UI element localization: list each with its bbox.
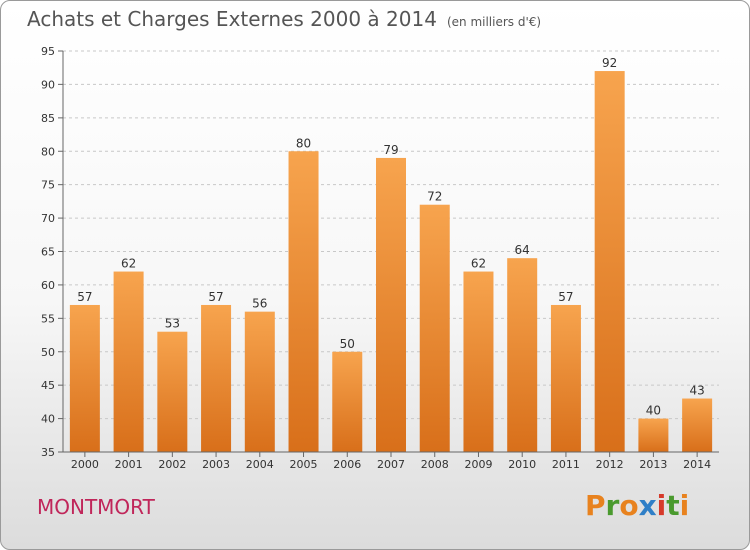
x-tick-label: 2000	[71, 458, 99, 471]
x-tick-label: 2014	[683, 458, 711, 471]
logo-letter: P	[585, 489, 606, 522]
bar-value-label: 57	[558, 290, 573, 304]
bar-2012	[594, 71, 625, 453]
bar-value-label: 64	[515, 243, 530, 257]
proxiti-logo: Proxiti	[585, 489, 689, 522]
bar-value-label: 72	[427, 190, 442, 204]
bar-2004	[244, 311, 275, 452]
bar-2006	[332, 351, 363, 452]
y-axis: 35 40 45 50 55 60 65 70 75 80 85 90 95	[41, 45, 64, 459]
bar-value-label: 62	[471, 257, 486, 271]
bar-value-label: 80	[296, 136, 311, 150]
logo-letter: i	[656, 489, 667, 522]
y-tick-label: 85	[41, 112, 55, 125]
y-tick-label: 60	[41, 279, 55, 292]
bar-value-label: 57	[208, 290, 223, 304]
bar-value-label: 57	[77, 290, 92, 304]
y-tick-label: 90	[41, 78, 55, 91]
bar-value-label: 79	[383, 143, 398, 157]
x-axis: 2000 2001 2002 2003 2004 2005 2006 2007 2008 2009…	[63, 451, 719, 471]
y-tick-label: 35	[41, 446, 55, 459]
bar-2007	[376, 157, 406, 452]
bar-value-label: 62	[121, 257, 136, 271]
commune-name: MONTMORT	[37, 495, 155, 519]
chart-title-text: Achats et Charges Externes 2000 à 2014	[27, 7, 437, 31]
bar-2014	[682, 398, 713, 452]
y-tick-label: 70	[41, 212, 55, 225]
y-tick-label: 40	[41, 413, 55, 426]
bar-2005	[288, 151, 319, 452]
logo-letter: i	[679, 489, 690, 522]
bar-2001	[113, 271, 144, 452]
y-tick-label: 95	[41, 45, 55, 58]
x-tick-label: 2010	[508, 458, 536, 471]
bar-2011	[550, 304, 581, 452]
bar-2000	[69, 304, 100, 452]
bar-value-label: 40	[646, 404, 661, 418]
x-tick-label: 2005	[290, 458, 318, 471]
bar-2003	[201, 304, 232, 452]
logo-letter: t	[666, 489, 680, 522]
logo-letter: x	[638, 489, 657, 522]
x-tick-label: 2001	[115, 458, 143, 471]
bars: 57 62 53 57 56 80 50 79 72 62 64 57 92 40 43	[69, 56, 713, 453]
x-tick-label: 2003	[202, 458, 230, 471]
y-tick-label: 65	[41, 246, 55, 259]
chart-unit: (en milliers d'€)	[446, 15, 542, 29]
x-tick-label: 2002	[158, 458, 186, 471]
bar-value-label: 53	[165, 317, 180, 331]
x-tick-label: 2011	[552, 458, 580, 471]
x-tick-label: 2009	[464, 458, 492, 471]
bar-value-label: 92	[602, 56, 617, 70]
x-tick-label: 2004	[246, 458, 274, 471]
y-tick-label: 75	[41, 179, 55, 192]
x-tick-label: 2008	[421, 458, 449, 471]
bar-2009	[463, 271, 494, 452]
bar-value-label: 43	[689, 384, 704, 398]
y-tick-label: 55	[41, 312, 55, 325]
bar-2013	[638, 418, 669, 452]
bar-2008	[419, 204, 450, 452]
logo-letter: o	[619, 489, 639, 522]
x-tick-label: 2013	[639, 458, 667, 471]
bar-value-label: 56	[252, 297, 267, 311]
y-tick-label: 45	[41, 379, 55, 392]
logo-letter: r	[605, 489, 620, 522]
bar-2010	[507, 258, 538, 452]
y-tick-label: 50	[41, 346, 55, 359]
x-tick-label: 2012	[596, 458, 624, 471]
bar-value-label: 50	[340, 337, 355, 351]
y-tick-label: 80	[41, 145, 55, 158]
bar-2002	[157, 331, 188, 452]
x-tick-label: 2006	[333, 458, 361, 471]
chart-title: Achats et Charges Externes 2000 à 2014 (e…	[27, 7, 541, 31]
x-tick-label: 2007	[377, 458, 405, 471]
